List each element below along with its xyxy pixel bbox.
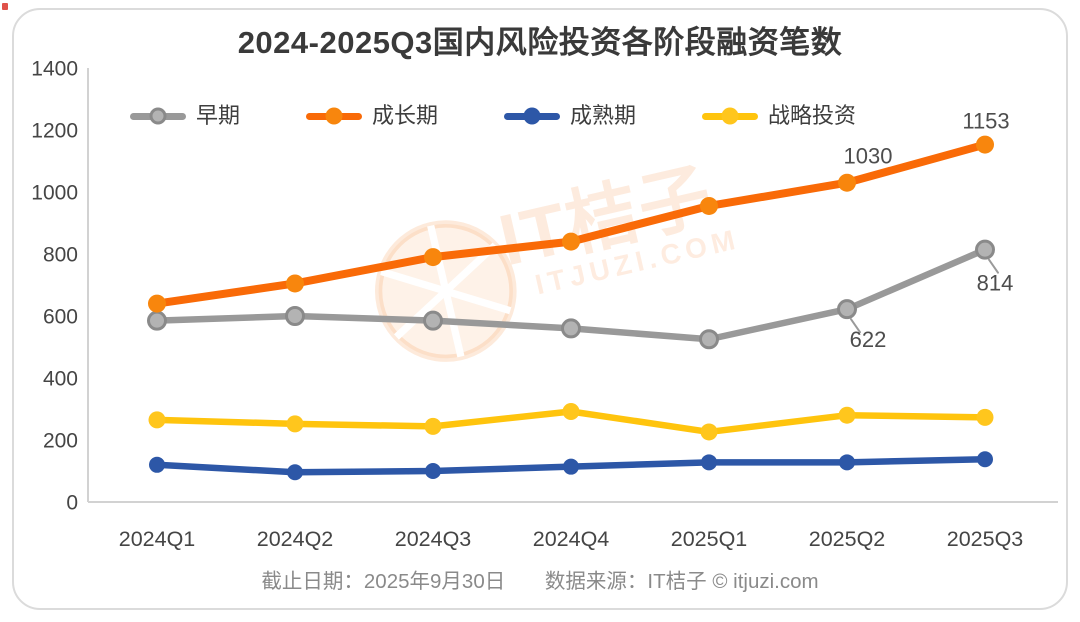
svg-text:2025Q1: 2025Q1 — [671, 527, 748, 551]
svg-text:1400: 1400 — [31, 58, 78, 81]
legend-label: 成熟期 — [570, 103, 637, 128]
legend-label: 成长期 — [372, 103, 439, 128]
svg-text:200: 200 — [43, 430, 78, 453]
svg-text:1200: 1200 — [31, 120, 78, 143]
svg-text:1000: 1000 — [31, 182, 78, 205]
svg-text:622: 622 — [850, 327, 887, 352]
svg-text:2025Q2: 2025Q2 — [809, 527, 886, 551]
svg-text:800: 800 — [43, 244, 78, 267]
footer-source: 数据来源：IT桔子 © itjuzi.com — [544, 570, 819, 593]
svg-text:0: 0 — [66, 492, 78, 515]
footer-deadline: 截止日期：2025年9月30日 — [261, 570, 506, 593]
legend-label: 战略投资 — [768, 103, 857, 128]
legend-item-early: 早期 — [130, 103, 240, 129]
svg-text:2024Q1: 2024Q1 — [119, 527, 196, 551]
legend: 早期 成长期 成熟期 战略投资 — [130, 103, 856, 129]
line-marker-icon — [504, 107, 561, 125]
svg-text:2025Q3: 2025Q3 — [947, 527, 1024, 551]
svg-text:2024Q4: 2024Q4 — [533, 527, 610, 551]
svg-text:814: 814 — [977, 271, 1014, 296]
line-marker-icon — [306, 107, 363, 125]
footer: 截止日期：2025年9月30日 数据来源：IT桔子 © itjuzi.com — [0, 567, 1080, 597]
corner-red-mark — [2, 3, 8, 10]
svg-text:2024Q2: 2024Q2 — [257, 527, 334, 551]
svg-text:600: 600 — [43, 306, 78, 329]
legend-item-mature: 成熟期 — [504, 103, 636, 129]
line-marker-icon — [702, 107, 759, 125]
chart-title: 2024-2025Q3国内风险投资各阶段融资笔数 — [237, 25, 843, 60]
legend-label: 早期 — [196, 103, 241, 128]
svg-text:1030: 1030 — [844, 144, 893, 169]
chart-card — [12, 8, 1068, 610]
legend-item-growth: 成长期 — [306, 103, 438, 129]
svg-text:400: 400 — [43, 368, 78, 391]
line-marker-icon — [130, 107, 186, 125]
svg-text:1153: 1153 — [962, 109, 1009, 134]
svg-text:2024Q3: 2024Q3 — [395, 527, 472, 551]
legend-item-strategic: 战略投资 — [702, 103, 856, 129]
